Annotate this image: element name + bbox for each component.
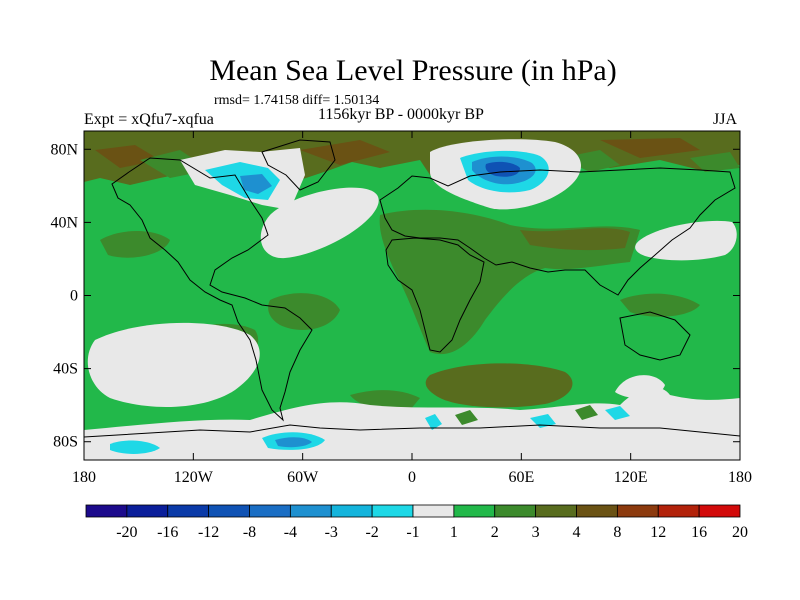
coastlines bbox=[84, 139, 740, 438]
period-label: 1156kyr BP - 0000kyr BP bbox=[318, 106, 484, 123]
x-tick-label: 180 bbox=[728, 469, 752, 486]
colorbar: -20 -16 -12 -8 -4 -3 -2 -1 1 2 3 4 8 12 16 20 bbox=[85, 504, 748, 541]
y-tick-label: 80S bbox=[53, 434, 78, 451]
colorbar-swatch bbox=[167, 504, 210, 518]
colorbar-label: 8 bbox=[613, 524, 621, 541]
y-tick-label: 40N bbox=[50, 214, 78, 231]
colorbar-label: 2 bbox=[491, 524, 499, 541]
colorbar-label: -4 bbox=[284, 524, 297, 541]
central-asia-olive bbox=[520, 228, 630, 251]
greenland-blue bbox=[240, 174, 272, 194]
colorbar-label: -2 bbox=[365, 524, 378, 541]
colorbar-swatch bbox=[698, 504, 741, 518]
ross-cyan-1 bbox=[110, 440, 160, 454]
colorbar-swatch bbox=[126, 504, 169, 518]
tropical-green-patches bbox=[100, 231, 700, 317]
ross-blue bbox=[275, 437, 312, 448]
x-axis: 180 120W 60W 0 60E 120E 180 bbox=[72, 131, 752, 486]
colorbar-label: -1 bbox=[406, 524, 419, 541]
x-tick-label: 120W bbox=[174, 469, 214, 486]
eurasia-coast bbox=[379, 167, 736, 296]
colorbar-label: -3 bbox=[325, 524, 338, 541]
field-detail bbox=[84, 131, 740, 460]
y-tick-label: 0 bbox=[70, 288, 78, 305]
x-tick-label: 180 bbox=[72, 469, 96, 486]
africa-coast bbox=[385, 237, 485, 353]
x-tick-label: 0 bbox=[408, 469, 416, 486]
colorbar-label: -16 bbox=[157, 524, 178, 541]
colorbar-swatch bbox=[657, 504, 700, 518]
x-tick-label: 60W bbox=[287, 469, 319, 486]
colorbar-swatch bbox=[208, 504, 250, 518]
southern-ocean-bulge bbox=[615, 375, 665, 399]
colorbar-label: 20 bbox=[732, 524, 748, 541]
colorbar-label: 12 bbox=[650, 524, 666, 541]
colorbar-label: 4 bbox=[573, 524, 581, 541]
southern-ocean-white bbox=[84, 387, 740, 460]
colorbar-label: 3 bbox=[532, 524, 540, 541]
colorbar-swatch bbox=[412, 504, 455, 518]
rmsd-diff-stats: rmsd= 1.74158 diff= 1.50134 bbox=[214, 93, 380, 108]
x-tick-label: 120E bbox=[614, 469, 648, 486]
australia-coast bbox=[619, 311, 691, 361]
colorbar-swatch bbox=[330, 504, 373, 518]
colorbar-swatch bbox=[371, 504, 414, 518]
antarctica-coast bbox=[84, 424, 740, 438]
y-tick-label: 40S bbox=[53, 361, 78, 378]
chart-title: Mean Sea Level Pressure (in hPa) bbox=[209, 54, 617, 87]
arctic-brown-patches bbox=[95, 138, 700, 168]
y-tick-label: 80N bbox=[50, 141, 78, 158]
colorbar-label: -12 bbox=[198, 524, 219, 541]
map-field bbox=[84, 131, 740, 460]
arctic-olive-band bbox=[84, 131, 740, 200]
colorbar-swatch bbox=[85, 504, 128, 518]
y-axis: 80N 40N 0 40S 80S bbox=[50, 141, 740, 451]
colorbar-swatch bbox=[535, 504, 577, 518]
colorbar-swatch bbox=[453, 504, 496, 518]
colorbar-swatch bbox=[576, 504, 618, 518]
colorbar-swatch bbox=[249, 504, 291, 518]
colorbar-swatch bbox=[616, 504, 659, 518]
colorbar-label: -8 bbox=[243, 524, 256, 541]
experiment-label: Expt = xQfu7-xqfua bbox=[84, 111, 214, 128]
colorbar-label: 1 bbox=[450, 524, 458, 541]
colorbar-label: 16 bbox=[691, 524, 707, 541]
colorbar-swatch bbox=[289, 504, 332, 518]
greenland-coast bbox=[261, 139, 336, 191]
americas-coast bbox=[111, 157, 313, 422]
south-indian-olive bbox=[425, 363, 573, 408]
colorbar-label: -20 bbox=[116, 524, 137, 541]
x-tick-label: 60E bbox=[508, 469, 534, 486]
east-pacific-white bbox=[87, 322, 260, 408]
tropical-atlantic-green bbox=[268, 293, 340, 330]
colorbar-swatch bbox=[494, 504, 537, 518]
season-label: JJA bbox=[713, 111, 738, 128]
